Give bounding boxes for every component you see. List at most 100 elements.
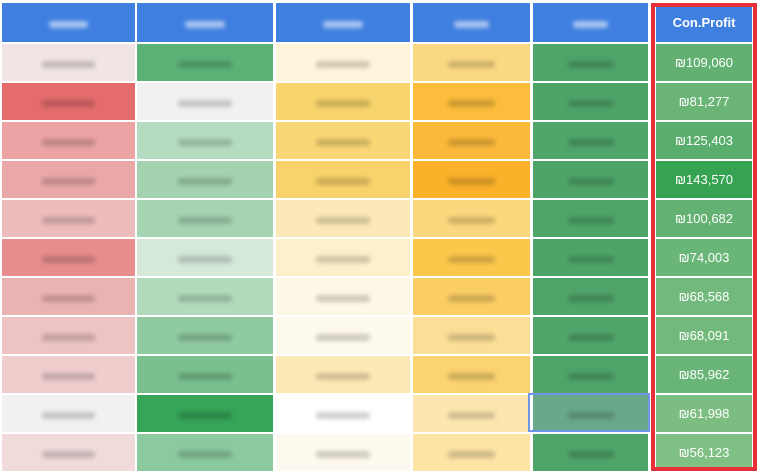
profit-cell: ₪68,091	[656, 317, 752, 354]
blurred-text	[448, 333, 495, 341]
column-header	[413, 3, 530, 42]
profit-cell: ₪61,998	[656, 395, 752, 432]
blurred-text	[316, 255, 370, 263]
blurred-text	[316, 216, 370, 224]
blurred-text	[567, 372, 614, 380]
cell	[137, 161, 273, 198]
cell	[2, 44, 135, 81]
blurred-text	[448, 60, 495, 68]
cell	[2, 83, 135, 120]
blurred-text	[448, 372, 495, 380]
cell	[533, 44, 648, 81]
cell	[276, 161, 410, 198]
blurred-text	[41, 372, 96, 380]
blurred-text	[567, 333, 614, 341]
cell	[413, 395, 530, 432]
blurred-text	[177, 177, 233, 185]
blurred-text	[177, 450, 233, 458]
profit-cell: ₪74,003	[656, 239, 752, 276]
cell	[137, 44, 273, 81]
cell	[137, 239, 273, 276]
column-header: Con.Profit	[656, 3, 752, 42]
cell	[413, 83, 530, 120]
blurred-text	[41, 60, 96, 68]
blurred-text	[316, 333, 370, 341]
profit-cell: ₪125,403	[656, 122, 752, 159]
blurred-text	[177, 294, 233, 302]
cell	[413, 200, 530, 237]
column-header	[533, 3, 648, 42]
cell	[533, 200, 648, 237]
blurred-text	[316, 99, 370, 107]
blurred-text	[567, 99, 614, 107]
blurred-text	[573, 20, 608, 28]
cell	[137, 317, 273, 354]
cell	[2, 278, 135, 315]
cell	[276, 44, 410, 81]
blurred-text	[448, 99, 495, 107]
cell	[2, 161, 135, 198]
cell	[533, 161, 648, 198]
cell	[276, 239, 410, 276]
cell	[533, 83, 648, 120]
cell	[137, 83, 273, 120]
blurred-text	[316, 294, 370, 302]
blurred-text	[567, 255, 614, 263]
blurred-text	[41, 216, 96, 224]
blurred-text	[448, 255, 495, 263]
blurred-text	[177, 99, 233, 107]
blurred-text	[177, 372, 233, 380]
blurred-text	[567, 411, 614, 419]
blurred-text	[567, 450, 614, 458]
blurred-text	[316, 177, 370, 185]
blurred-text	[448, 177, 495, 185]
cell	[2, 356, 135, 393]
blurred-text	[316, 372, 370, 380]
blurred-text	[177, 216, 233, 224]
profit-cell: ₪85,962	[656, 356, 752, 393]
cell	[276, 356, 410, 393]
blurred-text	[567, 60, 614, 68]
column-header	[276, 3, 410, 42]
column-header	[137, 3, 273, 42]
blurred-text	[322, 20, 364, 28]
blurred-text	[567, 216, 614, 224]
blurred-text	[567, 294, 614, 302]
blurred-text	[453, 20, 490, 28]
cell	[533, 356, 648, 393]
cell	[413, 278, 530, 315]
blurred-text	[41, 138, 96, 146]
cell	[137, 200, 273, 237]
cell	[276, 83, 410, 120]
profit-cell: ₪143,570	[656, 161, 752, 198]
blurred-text	[177, 60, 233, 68]
cell	[276, 200, 410, 237]
cell	[137, 395, 273, 432]
blurred-text	[567, 138, 614, 146]
blurred-text	[448, 450, 495, 458]
cell	[413, 434, 530, 471]
cell	[533, 239, 648, 276]
cell	[413, 356, 530, 393]
blurred-text	[316, 60, 370, 68]
cell	[2, 395, 135, 432]
blurred-text	[316, 411, 370, 419]
cell	[2, 317, 135, 354]
blurred-text	[448, 411, 495, 419]
cell	[533, 278, 648, 315]
cell	[276, 122, 410, 159]
cell	[2, 200, 135, 237]
cell	[276, 434, 410, 471]
column-header	[2, 3, 135, 42]
cell	[276, 278, 410, 315]
profit-cell: ₪68,568	[656, 278, 752, 315]
blurred-text	[48, 20, 89, 28]
cell	[413, 161, 530, 198]
cell	[533, 317, 648, 354]
cell	[2, 239, 135, 276]
blurred-text	[567, 177, 614, 185]
blurred-text	[41, 294, 96, 302]
blurred-text	[448, 216, 495, 224]
blurred-text	[177, 411, 233, 419]
